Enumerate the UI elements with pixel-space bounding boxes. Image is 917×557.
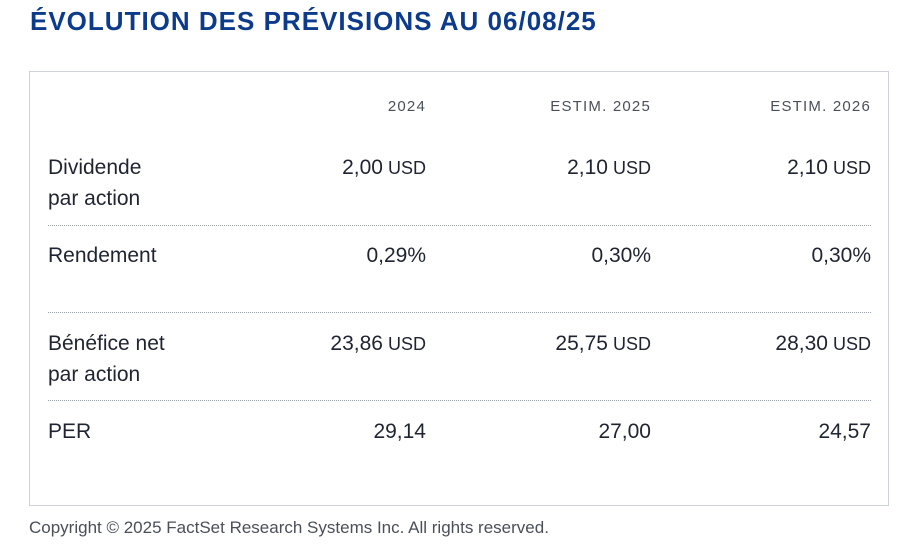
- cell-value: 25,75 USD: [555, 332, 651, 355]
- cell-value: 29,14: [373, 420, 426, 443]
- row-label: Dividende par action: [48, 156, 142, 210]
- cell-value: 28,30 USD: [775, 332, 871, 355]
- copyright-notice: Copyright © 2025 FactSet Research System…: [29, 518, 549, 537]
- page-title: ÉVOLUTION DES PRÉVISIONS AU 06/08/25: [30, 6, 597, 36]
- cell-value: 24,57: [818, 420, 871, 443]
- table-row-rendement: Rendement 0,29% 0,30% 0,30%: [48, 240, 871, 290]
- cell-value: 0,30%: [591, 244, 651, 267]
- row-label: Bénéfice net par action: [48, 332, 165, 386]
- row-label: Rendement: [48, 244, 157, 267]
- column-header-estim-2026: ESTIM. 2026: [770, 98, 871, 115]
- row-label: PER: [48, 420, 92, 443]
- cell-value: 23,86 USD: [330, 332, 426, 355]
- cell-value: 0,30%: [811, 244, 871, 267]
- cell-value: 27,00: [598, 420, 651, 443]
- cell-value: 2,10 USD: [787, 156, 871, 179]
- cell-value: 2,10 USD: [567, 156, 651, 179]
- table-header: 2024 ESTIM. 2025 ESTIM. 2026: [48, 98, 871, 120]
- row-divider: [48, 290, 871, 313]
- table-row-per: PER 29,14 27,00 24,57: [48, 416, 871, 456]
- column-header-2024: 2024: [387, 98, 426, 115]
- cell-value: 2,00 USD: [342, 156, 426, 179]
- table-row-dividende: Dividende par action 2,00 USD 2,10 USD 2,1…: [48, 152, 871, 226]
- cell-value: 0,29%: [366, 244, 426, 267]
- column-header-estim-2025: ESTIM. 2025: [550, 98, 651, 115]
- forecast-table: 2024 ESTIM. 2025 ESTIM. 2026 Dividende p…: [29, 71, 889, 506]
- table-row-benefice-net: Bénéfice net par action 23,86 USD 25,75 US…: [48, 328, 871, 401]
